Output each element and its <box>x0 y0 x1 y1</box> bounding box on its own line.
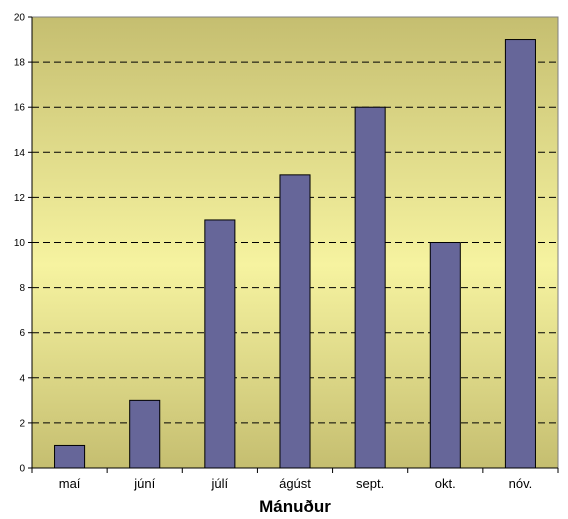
x-tick-label: nóv. <box>509 476 533 491</box>
y-tick-label: 16 <box>14 103 26 114</box>
bar <box>129 399 161 469</box>
x-tick-label: ágúst <box>279 476 311 491</box>
y-tick-label: 20 <box>14 13 26 24</box>
x-tick-label: maí <box>59 476 81 491</box>
x-axis: maí júní júlí ágúst sept. okt. nóv. <box>31 467 559 491</box>
x-tick-label: júlí <box>211 476 229 491</box>
x-axis-label: Mánuður <box>259 497 331 516</box>
y-tick-label: 4 <box>19 373 25 384</box>
x-tick-label: okt. <box>435 476 456 491</box>
y-tick-label: 14 <box>14 148 26 159</box>
x-tick-label: sept. <box>356 476 384 491</box>
y-tick-label: 10 <box>14 238 26 249</box>
bar <box>204 219 236 469</box>
x-tick-label: júní <box>133 476 155 491</box>
bar <box>354 106 386 469</box>
bars <box>54 39 536 469</box>
bar <box>504 39 536 469</box>
y-axis: 0 2 4 6 8 10 12 14 16 18 20 <box>14 13 33 475</box>
bar <box>54 444 86 469</box>
y-tick-label: 2 <box>19 418 25 429</box>
bar <box>429 242 461 469</box>
y-tick-label: 12 <box>14 193 26 204</box>
y-tick-label: 18 <box>14 58 26 69</box>
bar <box>279 174 311 469</box>
y-tick-label: 8 <box>19 283 25 294</box>
y-tick-label: 6 <box>19 328 25 339</box>
y-tick-label: 0 <box>19 464 25 475</box>
